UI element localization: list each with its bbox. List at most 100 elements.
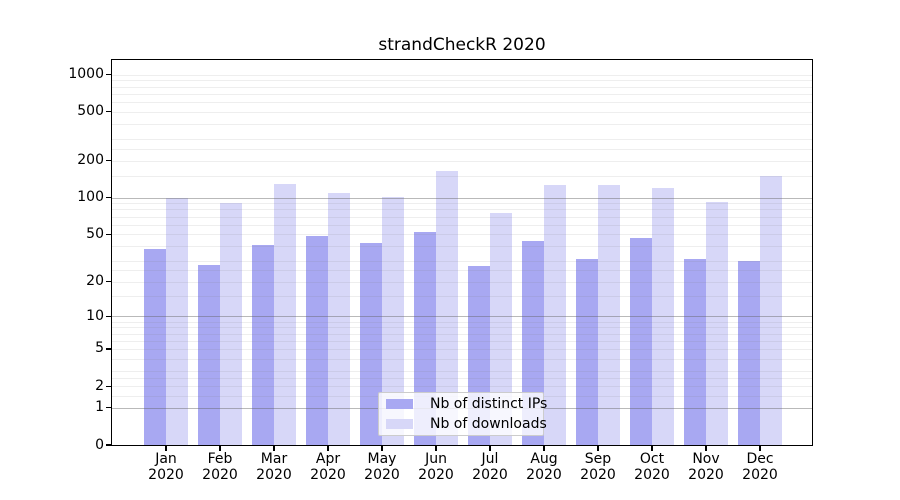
minor-gridline — [112, 139, 812, 141]
major-gridline — [112, 197, 812, 199]
minor-gridline — [112, 358, 812, 360]
x-axis-tick-label: Sep 2020 — [580, 451, 616, 483]
minor-gridline — [112, 296, 812, 298]
bar-distinct-ips-oct — [630, 237, 652, 445]
legend-item: Nb of downloads — [386, 416, 547, 433]
minor-gridline — [112, 270, 812, 272]
bar-distinct-ips-apr — [306, 236, 328, 445]
minor-gridline — [112, 340, 812, 342]
x-axis-tick-label: Dec 2020 — [742, 451, 778, 483]
bar-downloads-jun — [436, 171, 458, 445]
x-tick-mark — [165, 446, 167, 451]
x-tick-mark — [543, 446, 545, 451]
legend-label: Nb of distinct IPs — [430, 395, 548, 412]
x-axis-tick-label: Oct 2020 — [634, 451, 670, 483]
x-axis-tick-label: Jun 2020 — [418, 451, 454, 483]
minor-gridline — [112, 234, 812, 236]
plot-area — [111, 59, 813, 446]
minor-gridline — [112, 370, 812, 372]
bar-downloads-apr — [328, 192, 350, 445]
x-axis-tick-label: May 2020 — [364, 451, 400, 483]
minor-gridline — [112, 93, 812, 95]
bar-distinct-ips-feb — [198, 264, 220, 445]
minor-gridline — [112, 176, 812, 178]
minor-gridline — [112, 216, 812, 218]
x-tick-mark — [273, 446, 275, 451]
y-tick-mark — [106, 281, 111, 283]
y-tick-mark — [106, 233, 111, 235]
minor-gridline — [112, 86, 812, 88]
legend-label: Nb of downloads — [430, 415, 547, 432]
bar-downloads-mar — [274, 184, 296, 445]
x-axis-tick-label: Jan 2020 — [148, 451, 184, 483]
y-axis-tick-label: 1 — [95, 399, 104, 416]
bar-downloads-may — [382, 196, 404, 445]
bar-downloads-oct — [652, 188, 674, 445]
bar-downloads-sep — [598, 184, 620, 445]
y-axis-tick-label: 0 — [95, 436, 104, 453]
x-tick-mark — [705, 446, 707, 451]
minor-gridline — [112, 80, 812, 82]
x-axis-tick-label: Mar 2020 — [256, 451, 292, 483]
major-gridline — [112, 316, 812, 318]
y-axis-tick-label: 500 — [77, 103, 104, 120]
x-tick-mark — [327, 446, 329, 451]
chart-title: strandCheckR 2020 — [378, 35, 546, 55]
y-tick-mark — [106, 111, 111, 113]
minor-gridline — [112, 377, 812, 379]
y-axis-tick-label: 5 — [95, 340, 104, 357]
y-tick-mark — [106, 385, 111, 387]
bar-downloads-aug — [544, 184, 566, 445]
bar-distinct-ips-dec — [738, 260, 760, 445]
bar-distinct-ips-jun — [414, 232, 436, 445]
legend: Nb of distinct IPs Nb of downloads — [378, 392, 548, 436]
minor-gridline — [112, 386, 812, 388]
x-axis-tick-label: Nov 2020 — [688, 451, 724, 483]
x-tick-mark — [597, 446, 599, 451]
minor-gridline — [112, 148, 812, 150]
y-axis-tick-label: 50 — [86, 225, 104, 242]
y-tick-mark — [106, 160, 111, 162]
bar-downloads-jan — [166, 197, 188, 445]
x-tick-mark — [489, 446, 491, 451]
minor-gridline — [112, 102, 812, 104]
x-tick-mark — [651, 446, 653, 451]
legend-swatch-distinct-ips — [386, 399, 413, 409]
y-tick-mark — [106, 348, 111, 350]
y-axis-tick-label: 2 — [95, 377, 104, 394]
bar-distinct-ips-sep — [576, 259, 598, 445]
bar-downloads-nov — [706, 202, 728, 445]
x-tick-mark — [759, 446, 761, 451]
minor-gridline — [112, 327, 812, 329]
x-axis-tick-label: Apr 2020 — [310, 451, 346, 483]
y-tick-mark — [106, 74, 111, 76]
y-axis-tick-label: 20 — [86, 273, 104, 290]
minor-gridline — [112, 74, 812, 76]
y-axis-tick-label: 1000 — [68, 66, 104, 83]
y-tick-mark — [106, 444, 111, 446]
legend-swatch-downloads — [386, 419, 413, 429]
minor-gridline — [112, 321, 812, 323]
minor-gridline — [112, 111, 812, 113]
minor-gridline — [112, 348, 812, 350]
minor-gridline — [112, 209, 812, 211]
x-axis-tick-label: Aug 2020 — [526, 451, 562, 483]
x-tick-mark — [219, 446, 221, 451]
y-tick-mark — [106, 315, 111, 318]
bar-distinct-ips-jan — [144, 248, 166, 445]
x-tick-mark — [435, 446, 437, 451]
bar-downloads-dec — [760, 175, 782, 445]
x-tick-mark — [381, 446, 383, 451]
bar-downloads-jul — [490, 212, 512, 445]
minor-gridline — [112, 203, 812, 205]
minor-gridline — [112, 260, 812, 262]
minor-gridline — [112, 160, 812, 162]
y-axis-tick-label: 10 — [86, 307, 104, 324]
minor-gridline — [112, 123, 812, 125]
minor-gridline — [112, 333, 812, 335]
minor-gridline — [112, 224, 812, 226]
minor-gridline — [112, 245, 812, 247]
bar-distinct-ips-mar — [252, 244, 274, 445]
bar-distinct-ips-may — [360, 243, 382, 445]
